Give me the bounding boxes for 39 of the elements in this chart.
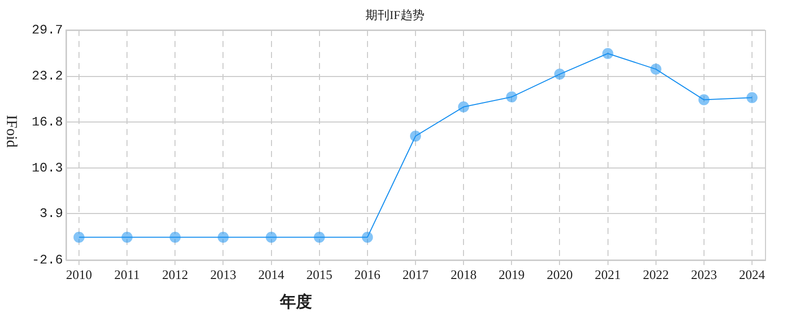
- x-tick-label: 2016: [354, 267, 381, 282]
- point: [122, 232, 133, 243]
- y-tick-label: -2.6: [32, 252, 63, 268]
- point: [73, 232, 84, 243]
- x-tick-label: 2011: [114, 267, 140, 282]
- x-tick-label: 2023: [690, 267, 717, 282]
- x-tick-label: 2021: [594, 267, 621, 282]
- point: [170, 232, 181, 243]
- x-tick-label: 2015: [306, 267, 332, 282]
- y-tick-label: 3.9: [40, 206, 63, 222]
- point: [314, 232, 325, 243]
- x-tick-label: 2014: [258, 267, 285, 282]
- point: [218, 232, 229, 243]
- x-tick-label: 2020: [546, 267, 573, 282]
- point: [602, 48, 614, 59]
- y-tick-label: 10.3: [32, 160, 63, 176]
- y-tick-label: 16.8: [32, 114, 63, 130]
- y-tick-label: 29.7: [32, 22, 63, 38]
- point: [266, 232, 277, 243]
- point: [458, 101, 470, 112]
- x-tick-label: 2019: [498, 267, 525, 282]
- x-tick-label: 2012: [162, 267, 188, 282]
- x-tick-label: 2010: [66, 267, 92, 282]
- point: [650, 64, 662, 75]
- point: [362, 232, 373, 243]
- y-tick-label: 23.2: [32, 68, 63, 84]
- x-tick-label: 2022: [642, 267, 669, 282]
- x-tick-label: 2018: [450, 267, 477, 282]
- y-axis-title: IFoid: [2, 115, 19, 148]
- x-tick-label: 2017: [402, 267, 429, 282]
- point: [698, 94, 710, 106]
- x-tick-label: 2013: [210, 267, 236, 282]
- chart-title: 期刊IF趋势: [364, 7, 426, 24]
- point: [746, 92, 758, 104]
- point: [554, 68, 566, 80]
- x-tick-label: 2024: [739, 267, 766, 282]
- x-axis-title: 年度: [280, 292, 312, 313]
- point: [410, 130, 421, 142]
- point: [506, 91, 518, 102]
